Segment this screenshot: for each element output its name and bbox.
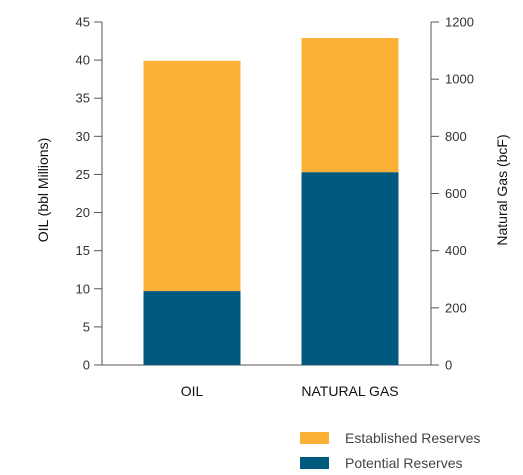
legend-swatch-potential [300, 457, 329, 469]
left-tick-label: 10 [76, 281, 90, 296]
right-axis-title: Natural Gas (bcF) [494, 134, 510, 245]
legend-swatch-established [300, 432, 329, 444]
right-axis-ticks: 0 200 400 600 800 1000 1200 [431, 15, 474, 373]
right-tick-label: 1200 [445, 15, 474, 30]
right-tick-label: 200 [445, 300, 467, 315]
right-tick-label: 400 [445, 243, 467, 258]
left-tick-label: 5 [83, 319, 90, 334]
left-tick-label: 45 [76, 15, 90, 30]
category-label: OIL [181, 383, 204, 399]
bar-segment-potential-natural-gas [301, 172, 399, 365]
right-tick-label: 600 [445, 186, 467, 201]
right-tick-label: 0 [445, 358, 452, 373]
legend-label-established: Established Reserves [345, 430, 480, 446]
legend: Established Reserves Potential Reserves [300, 430, 480, 471]
left-tick-label: 15 [76, 243, 90, 258]
legend-label-potential: Potential Reserves [345, 455, 463, 471]
right-tick-label: 800 [445, 129, 467, 144]
left-axis-title: OIL (bbl Millions) [35, 138, 51, 243]
left-tick-label: 25 [76, 167, 90, 182]
category-labels: OIL NATURAL GAS [181, 383, 399, 399]
left-axis-ticks: 0 5 10 15 20 25 30 35 40 45 [76, 15, 102, 373]
left-tick-label: 40 [76, 53, 90, 68]
category-label: NATURAL GAS [301, 383, 398, 399]
bars [143, 38, 399, 365]
bar-segment-established-natural-gas [301, 38, 399, 173]
left-tick-label: 35 [76, 91, 90, 106]
left-tick-label: 30 [76, 129, 90, 144]
right-tick-label: 1000 [445, 72, 474, 87]
bar-segment-established-oil [143, 60, 241, 292]
left-tick-label: 0 [83, 358, 90, 373]
left-tick-label: 20 [76, 205, 90, 220]
bar-segment-potential-oil [143, 291, 241, 365]
